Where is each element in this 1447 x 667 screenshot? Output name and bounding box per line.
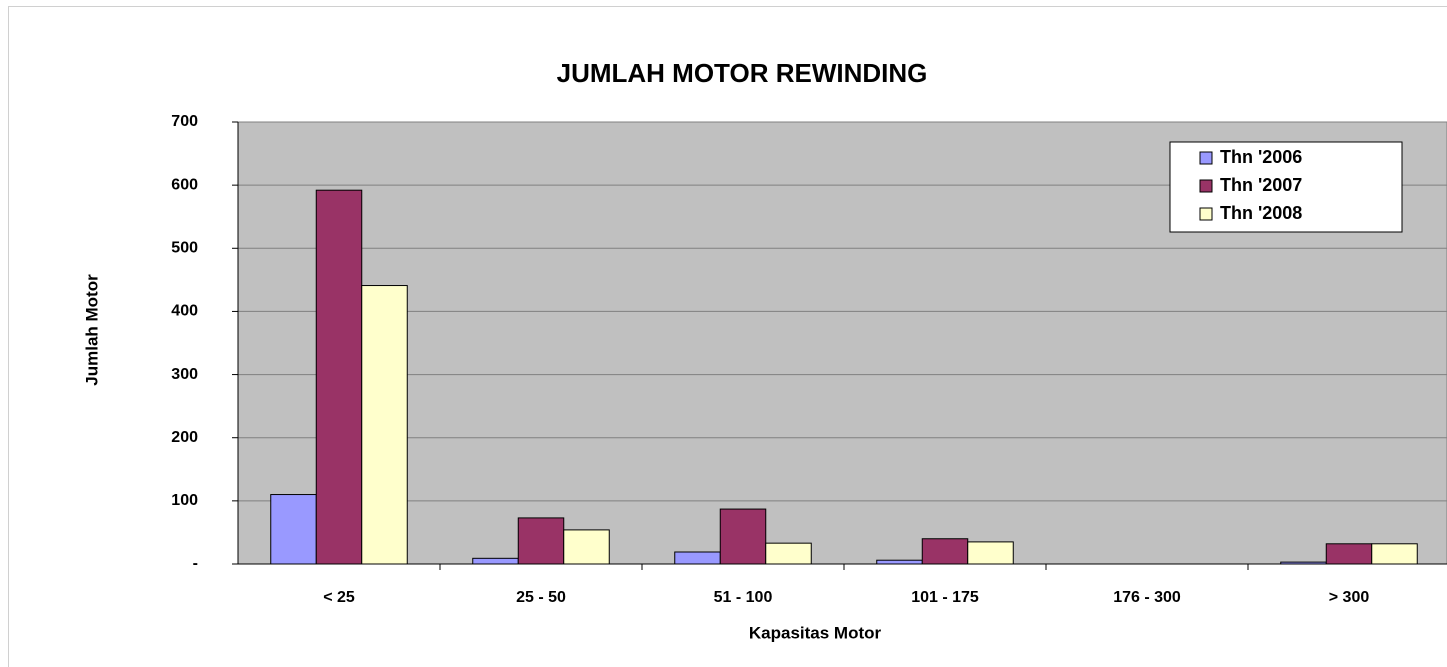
legend-label: Thn '2007 [1220,175,1302,195]
bar [361,285,408,565]
bar [1280,561,1327,565]
x-tick-label: < 25 [323,589,355,606]
bar [315,189,363,565]
bar [1371,543,1418,565]
bar [719,508,767,565]
legend-swatch [1199,151,1213,165]
x-tick-label: > 300 [1329,589,1370,606]
legend-label: Thn '2006 [1220,147,1302,167]
y-tick-label: - [193,555,198,572]
y-tick-label: 300 [171,366,198,383]
bar [921,538,969,565]
bar [563,529,610,565]
x-tick-label: 25 - 50 [516,589,566,606]
y-tick-label: 700 [171,113,198,130]
legend-swatch [1199,179,1213,193]
x-tick-label: 101 - 175 [911,589,979,606]
bar [472,557,519,565]
x-tick-label: 176 - 300 [1113,589,1181,606]
bar [517,517,565,565]
legend-swatch [1199,207,1213,221]
y-tick-label: 200 [171,429,198,446]
bar [765,542,812,565]
bar [876,559,923,565]
y-axis-label: Jumlah Motor [82,274,101,386]
bar [967,541,1014,565]
x-tick-label: 51 - 100 [714,589,773,606]
x-axis-label: Kapasitas Motor [749,623,882,642]
chart-title: JUMLAH MOTOR REWINDING [557,58,928,88]
y-tick-label: 100 [171,492,198,509]
y-tick-label: 500 [171,240,198,257]
bar [270,494,317,565]
bar [1325,543,1373,565]
y-tick-label: 600 [171,176,198,193]
legend-label: Thn '2008 [1220,203,1302,223]
y-tick-label: 400 [171,303,198,320]
bar [674,551,721,565]
